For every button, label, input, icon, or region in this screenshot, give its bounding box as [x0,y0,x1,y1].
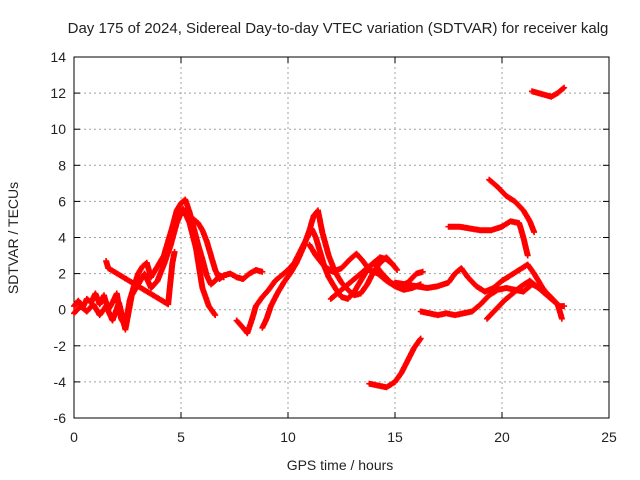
series-arc-upper-band [445,218,531,259]
grid [74,57,609,418]
y-tick-label: 12 [50,85,66,101]
data-markers [484,277,559,322]
x-axis-label: GPS time / hours [287,457,394,473]
y-tick-label: 4 [58,230,66,246]
y-tick-label: 6 [58,193,66,209]
series-arc-upper-steep [486,176,538,236]
y-tick-label: -4 [54,374,67,390]
y-tick-label: -2 [54,338,67,354]
chart-title: Day 175 of 2024, Sidereal Day-to-day VTE… [68,20,609,37]
series-arc-peak-upper [190,216,266,282]
data-markers [486,176,538,236]
y-tick-label: 8 [58,157,66,173]
data-markers [190,216,266,282]
series-arc-late-rise [484,277,559,322]
data-markers [366,335,424,391]
x-tick-label: 15 [387,429,403,445]
series-spikes [103,248,178,308]
y-tick-label: 2 [58,266,66,282]
series-arc-early-low [71,205,219,333]
data-markers [529,84,568,100]
y-tick-label: 10 [50,121,66,137]
data-markers [445,218,531,259]
axis-ticks: 0 5 10 15 20 25 -6 -4 -2 0 2 4 6 8 10 12 14 [50,49,617,445]
y-tick-label: -6 [54,410,67,426]
data-points [71,84,568,391]
y-tick-label: 14 [50,49,66,65]
y-axis-label: SDTVAR / TECUs [5,182,21,294]
x-tick-label: 25 [601,429,617,445]
data-markers [71,205,219,333]
series-arc-high [529,84,568,100]
x-tick-label: 5 [177,429,185,445]
x-tick-label: 0 [70,429,78,445]
x-tick-label: 20 [494,429,510,445]
data-markers [103,248,178,308]
series-arc-negative [366,335,424,391]
y-tick-label: 0 [58,302,66,318]
x-tick-label: 10 [280,429,296,445]
